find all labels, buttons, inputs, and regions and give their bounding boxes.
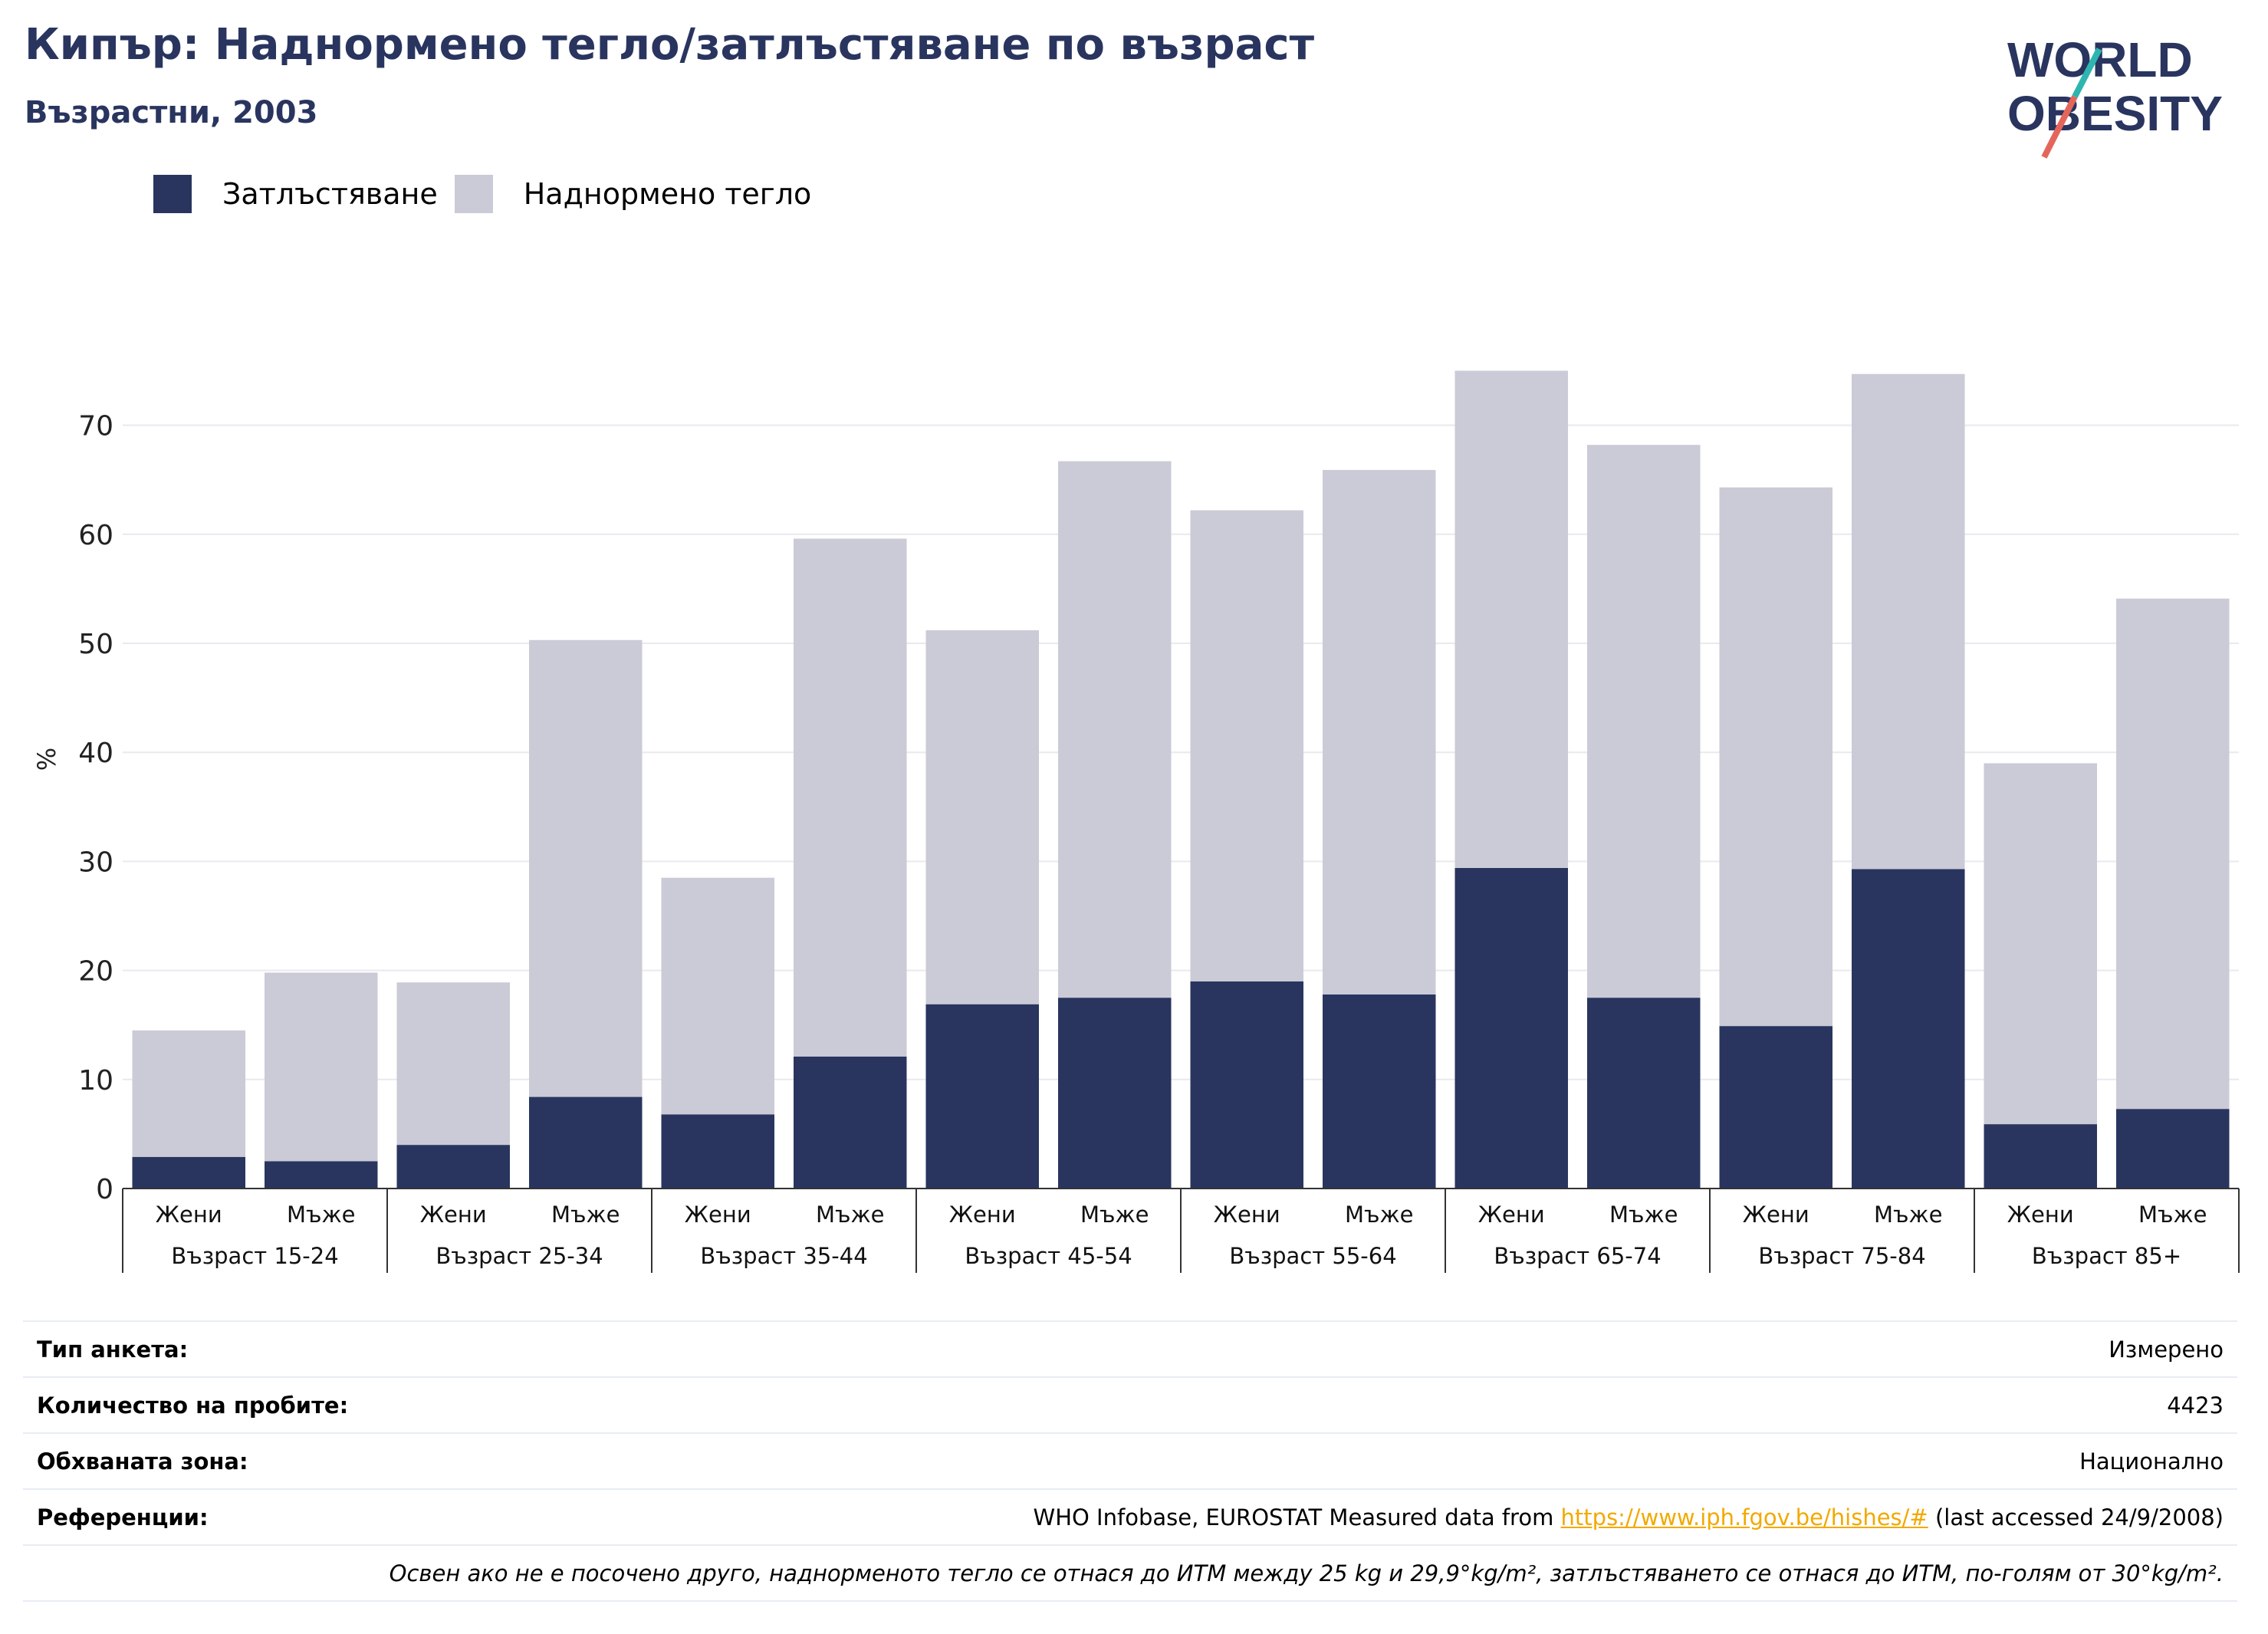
bar-overweight [1190,510,1303,981]
x-tick-label: Мъже [1080,1202,1149,1228]
bar-overweight [1058,461,1172,998]
references-suffix: (last accessed 24/9/2008) [1934,1504,2224,1530]
y-tick-label: 50 [78,629,113,660]
bar-overweight [794,538,907,1057]
bar-obesity [1454,867,1568,1189]
legend-item-overweight[interactable]: Наднормено тегло [454,175,812,213]
bar-overweight [2116,598,2230,1110]
bar-overweight [661,877,774,1115]
info-row-survey-type: Тип анкета: Измерено [23,1320,2237,1376]
area-value: Национално [2079,1448,2224,1475]
survey-info-table: Тип анкета: Измерено Количество на проби… [23,1320,2237,1602]
x-tick-label: Жени [685,1202,751,1228]
info-row-area: Обхваната зона: Национално [23,1432,2237,1488]
references-link[interactable]: https://www.iph.fgov.be/hishes/# [1560,1504,1928,1530]
bar-overweight [396,982,510,1146]
bar-obesity [661,1114,774,1189]
legend-label-overweight: Наднормено тегло [523,177,812,211]
group-label: Възраст 45-54 [965,1243,1132,1269]
bar-obesity [529,1096,643,1189]
x-tick-label: Мъже [1874,1202,1942,1228]
group-label: Възраст 55-64 [1229,1243,1396,1269]
stacked-bar-chart: 0 10 20 30 40 50 60 70% Жени Мъже Жени Мъже Жени Мъже… [32,370,2240,1273]
group-label: Възраст 75-84 [1758,1243,1925,1269]
group-label: Възраст 85+ [2032,1243,2181,1269]
references-value: WHO Infobase, EUROSTAT Measured data fro… [1034,1504,2224,1530]
y-tick-label: 40 [78,738,113,769]
bar-obesity [925,1004,1039,1189]
bar-overweight [265,972,378,1162]
y-tick-label: 60 [78,520,113,551]
sample-size-label: Количество на пробите: [37,1392,349,1419]
x-tick-label: Мъже [551,1202,620,1228]
x-tick-label: Мъже [2138,1202,2207,1228]
group-label: Възраст 65-74 [1494,1243,1661,1269]
chart-legend: Затлъстяване Наднормено тегло [153,175,828,213]
x-tick-label: Мъже [816,1202,884,1228]
world-obesity-logo: WORLD OBESITY [2007,32,2223,159]
bar-obesity [1058,998,1172,1189]
bar-overweight [1323,469,1436,995]
bar-obesity [396,1145,510,1189]
chart-subtitle: Възрастни, 2003 [25,95,318,130]
bar-overweight [1719,487,1832,1027]
x-tick-label: Мъже [287,1202,355,1228]
logo-slash-red [2041,95,2078,159]
bmi-note: Освен ако не е посочено друго, наднормен… [389,1560,2224,1586]
x-tick-label: Жени [156,1202,222,1228]
x-tick-label: Мъже [1345,1202,1413,1228]
bar-overweight [132,1030,245,1157]
bar-overweight [1587,445,1701,998]
info-row-note: Освен ако не е посочено друго, наднормен… [23,1544,2237,1602]
bar-obesity [1719,1026,1832,1189]
group-label: Възраст 25-34 [436,1243,603,1269]
y-tick-label: 20 [78,956,113,988]
bar-obesity [794,1056,907,1189]
bar-obesity [1984,1124,2097,1189]
group-label: Възраст 35-44 [700,1243,867,1269]
logo-text-world: WORLD [2007,32,2193,87]
x-tick-label: Мъже [1609,1202,1678,1228]
sample-size-value: 4423 [2167,1392,2224,1419]
chart-title: Кипър: Наднормено тегло/затлъстяване по … [25,20,1315,70]
references-prefix: WHO Infobase, EUROSTAT Measured data fro… [1033,1504,1554,1530]
info-row-references: Референции: WHO Infobase, EUROSTAT Measu… [23,1488,2237,1544]
x-tick-label: Жени [1743,1202,1809,1228]
survey-type-label: Тип анкета: [37,1336,189,1363]
bar-obesity [265,1161,378,1189]
x-tick-label: Жени [1214,1202,1280,1228]
legend-label-obesity: Затлъстяване [222,177,438,211]
logo-text-obesity: OBESITY [2007,86,2223,141]
area-label: Обхваната зона: [37,1448,248,1475]
x-tick-label: Жени [1478,1202,1545,1228]
y-tick-label: 0 [96,1174,113,1205]
references-label: Референции: [37,1504,209,1530]
x-tick-label: Жени [2007,1202,2074,1228]
bar-overweight [529,639,643,1097]
y-tick-label: 30 [78,847,113,878]
legend-swatch-obesity [153,175,192,213]
bar-overweight [1984,763,2097,1125]
survey-type-value: Измерено [2109,1336,2224,1363]
x-tick-label: Жени [949,1202,1016,1228]
bar-overweight [925,630,1039,1004]
y-tick-label: 70 [78,411,113,442]
bar-obesity [1852,869,1965,1189]
bar-obesity [1587,998,1701,1189]
group-label: Възраст 15-24 [171,1243,338,1269]
bar-obesity [1190,981,1303,1189]
y-axis-label: % [32,748,61,771]
bar-overweight [1454,370,1568,868]
bar-obesity [2116,1109,2230,1189]
logo-slash-teal [2072,48,2102,98]
legend-swatch-overweight [454,175,493,213]
info-row-sample-size: Количество на пробите: 4423 [23,1376,2237,1432]
x-tick-label: Жени [420,1202,487,1228]
y-tick-label: 10 [78,1065,113,1096]
bar-obesity [1323,994,1436,1189]
bar-obesity [132,1156,245,1189]
bar-overweight [1852,373,1965,870]
legend-item-obesity[interactable]: Затлъстяване [153,175,438,213]
